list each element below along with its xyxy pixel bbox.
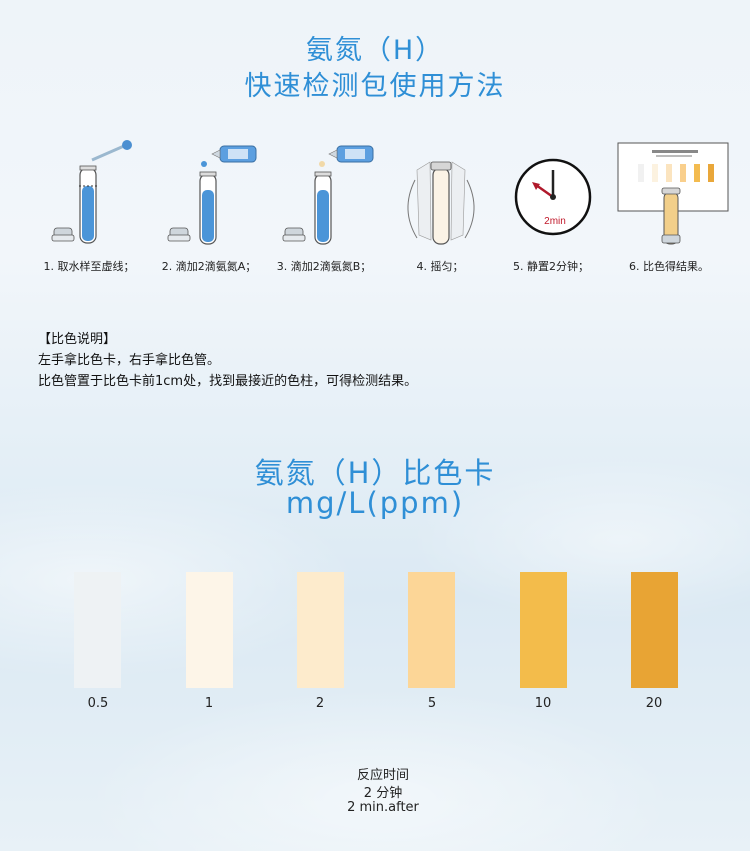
step-2: 2. 滴加2滴氨氮A； <box>144 140 274 280</box>
swatch-value: 1 <box>204 696 214 711</box>
shake-tube-icon <box>407 161 475 245</box>
reaction-time-en: 2 min.after <box>347 800 419 815</box>
step-caption: 3. 滴加2滴氨氮B； <box>276 260 372 273</box>
swatch-value: 2 <box>315 696 325 711</box>
swatch-value: 5 <box>427 696 437 711</box>
color-card-unit: mg/L(ppm) <box>285 486 465 520</box>
reaction-time-cn: 2 分钟 <box>363 786 403 801</box>
description-line-2: 比色管置于比色卡前1cm处，找到最接近的色柱，可得检测结果。 <box>38 374 418 389</box>
step-5: 2min 5. 静置2分钟； <box>486 140 616 280</box>
step-3: 3. 滴加2滴氨氮B； <box>259 140 389 280</box>
background-water-texture <box>0 420 750 851</box>
step-caption: 1. 取水样至虚线； <box>43 260 135 273</box>
step-caption: 6. 比色得结果。 <box>629 260 709 273</box>
clock-label: 2min <box>544 216 566 227</box>
swatch-value: 20 <box>645 696 663 711</box>
page-title: 氨氮（H） <box>305 35 445 66</box>
color-swatch-10 <box>520 572 567 688</box>
clock-icon: 2min <box>514 158 592 236</box>
description-line-1: 左手拿比色卡，右手拿比色管。 <box>38 353 221 368</box>
color-card-title: 氨氮（H）比色卡 <box>254 456 496 490</box>
swatch-value: 10 <box>534 696 552 711</box>
color-swatch-0-5 <box>74 572 121 688</box>
color-card-compare-icon <box>617 142 729 245</box>
color-swatch-5 <box>408 572 455 688</box>
color-swatch-2 <box>297 572 344 688</box>
page-subtitle: 快速检测包使用方法 <box>244 71 506 102</box>
reaction-time-label: 反应时间 <box>356 768 409 783</box>
step-caption: 5. 静置2分钟； <box>513 260 589 273</box>
step-6: 6. 比色得结果。 <box>604 140 734 280</box>
reagent-b-bottle-icon <box>282 145 374 245</box>
step-1: 1. 取水样至虚线； <box>24 140 154 280</box>
description-heading: 【比色说明】 <box>38 332 117 347</box>
reagent-a-bottle-icon <box>167 145 257 245</box>
step-caption: 4. 摇匀； <box>416 260 464 273</box>
step-caption: 2. 滴加2滴氨氮A； <box>161 260 257 273</box>
swatch-value: 0.5 <box>87 696 109 711</box>
test-tube-dropper-icon <box>51 140 132 244</box>
step-4: 4. 摇匀； <box>375 140 505 280</box>
color-swatch-1 <box>186 572 233 688</box>
color-swatch-20 <box>631 572 678 688</box>
